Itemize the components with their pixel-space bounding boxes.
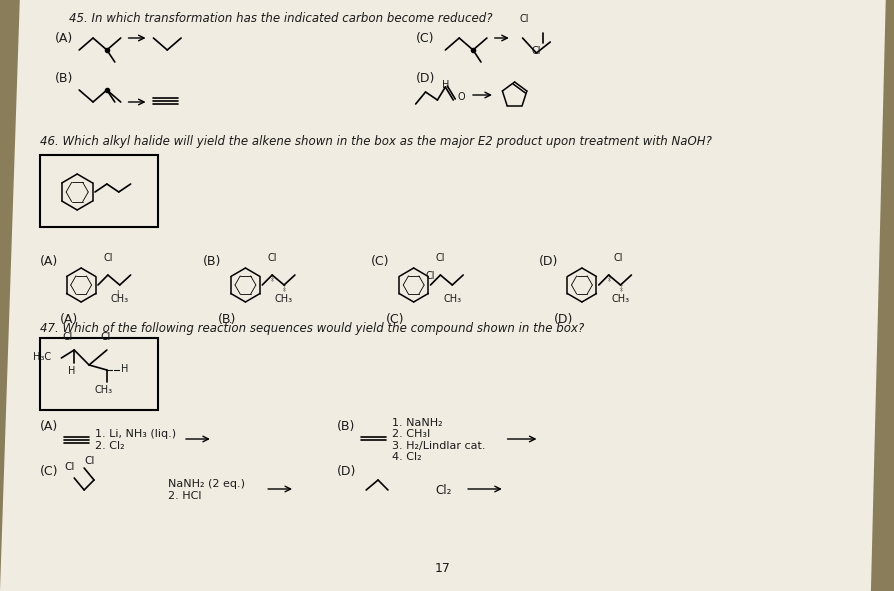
- Text: Cl: Cl: [519, 14, 528, 24]
- Text: (B): (B): [203, 255, 221, 268]
- Text: H: H: [121, 364, 128, 374]
- Text: (B): (B): [336, 420, 354, 433]
- Text: Cl: Cl: [435, 253, 444, 263]
- Text: 1. Li, NH₃ (liq.)
2. Cl₂: 1. Li, NH₃ (liq.) 2. Cl₂: [95, 429, 176, 451]
- Text: (A): (A): [59, 313, 78, 326]
- Text: 45. In which transformation has the indicated carbon become reduced?: 45. In which transformation has the indi…: [69, 12, 493, 25]
- Text: Cl: Cl: [62, 332, 72, 342]
- Text: CH₃: CH₃: [443, 294, 460, 304]
- Text: 47. Which of the following reaction sequences would yield the compound shown in : 47. Which of the following reaction sequ…: [39, 322, 583, 335]
- Text: H₃C: H₃C: [33, 352, 52, 362]
- Text: (D): (D): [553, 313, 573, 326]
- Bar: [39, 338, 158, 410]
- Text: O: O: [457, 92, 464, 102]
- Text: NaNH₂ (2 eq.)
2. HCl: NaNH₂ (2 eq.) 2. HCl: [168, 479, 245, 501]
- Text: (B): (B): [55, 72, 72, 85]
- Text: (C): (C): [371, 255, 389, 268]
- Text: (C): (C): [39, 465, 58, 478]
- Text: H: H: [67, 366, 75, 376]
- Text: (C): (C): [415, 32, 434, 45]
- Text: Cl: Cl: [531, 46, 541, 56]
- Text: (D): (D): [415, 72, 434, 85]
- Text: Cl₂: Cl₂: [435, 483, 451, 496]
- Text: Cl: Cl: [64, 462, 74, 472]
- Text: Cl: Cl: [101, 332, 111, 342]
- Text: (A): (A): [39, 255, 58, 268]
- Text: Cl: Cl: [613, 253, 622, 263]
- Text: (D): (D): [336, 465, 356, 478]
- Text: 1. NaNH₂
2. CH₃I
3. H₂/Lindlar cat.
4. Cl₂: 1. NaNH₂ 2. CH₃I 3. H₂/Lindlar cat. 4. C…: [392, 418, 485, 462]
- Text: Cl: Cl: [267, 253, 276, 263]
- Text: (B): (B): [217, 313, 236, 326]
- Text: |: |: [116, 290, 119, 297]
- Text: Cl: Cl: [84, 456, 94, 466]
- Text: CH₃: CH₃: [611, 294, 628, 304]
- Text: (A): (A): [55, 32, 72, 45]
- Text: 17: 17: [434, 562, 450, 575]
- Text: CH₃: CH₃: [95, 385, 113, 395]
- Text: (A): (A): [39, 420, 58, 433]
- Text: Cl: Cl: [426, 271, 435, 281]
- Text: CH₃: CH₃: [111, 294, 129, 304]
- Text: (C): (C): [385, 313, 404, 326]
- Text: (D): (D): [539, 255, 558, 268]
- Bar: [39, 155, 158, 227]
- Text: CH₃: CH₃: [274, 294, 292, 304]
- Text: 46. Which alkyl halide will yield the alkene shown in the box as the major E2 pr: 46. Which alkyl halide will yield the al…: [39, 135, 711, 148]
- Text: H: H: [441, 80, 449, 90]
- Text: Cl: Cl: [103, 253, 113, 263]
